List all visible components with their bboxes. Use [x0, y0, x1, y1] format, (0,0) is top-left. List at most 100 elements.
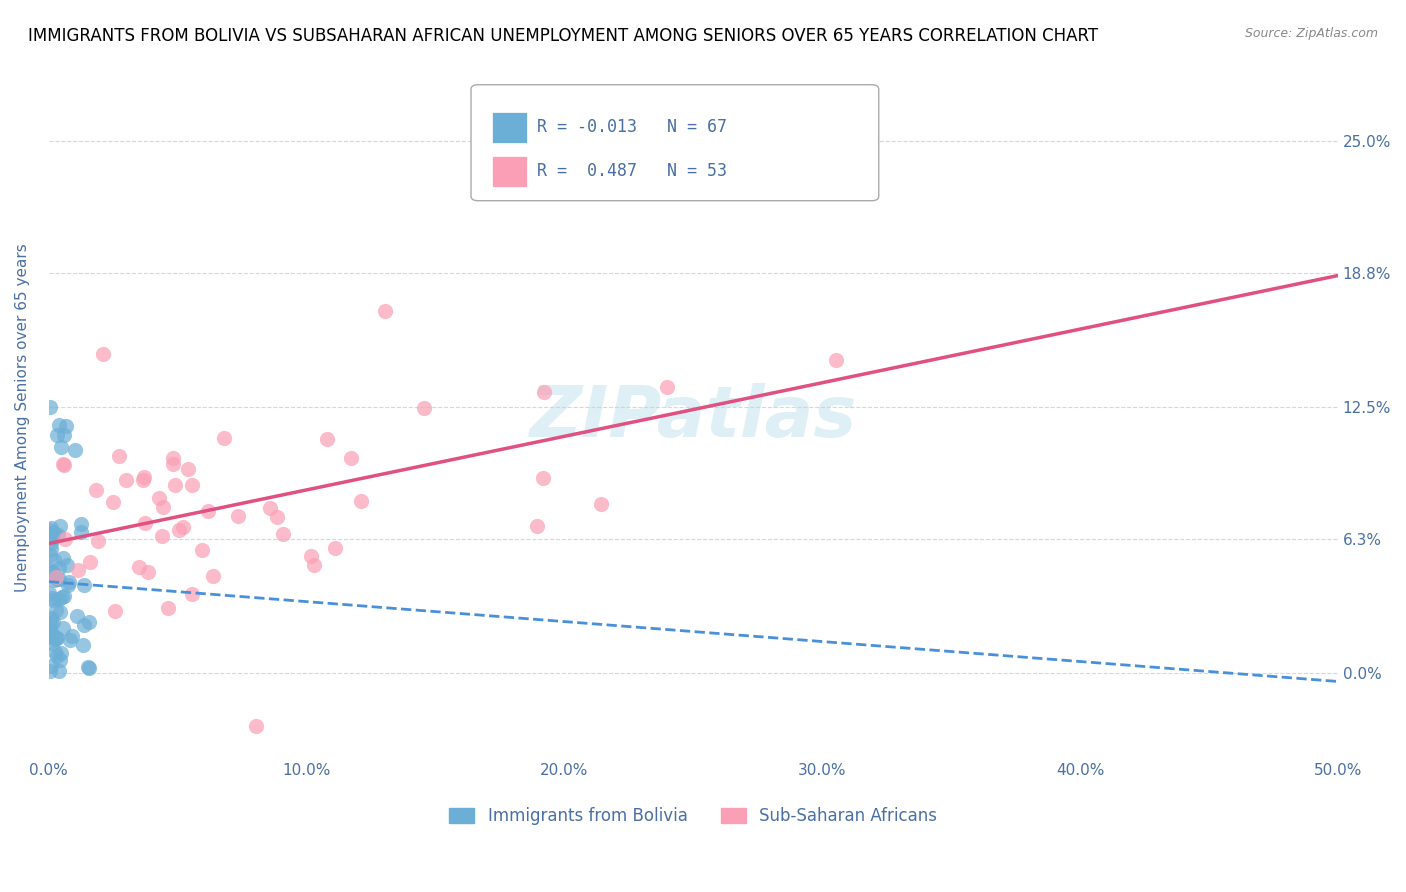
Point [190, 543, 212, 558]
Point [150, 529, 173, 543]
Point [271, 526, 294, 541]
Point [44, 525, 66, 540]
Point [39, 664, 62, 678]
Point [38, 563, 60, 577]
Point [162, 450, 184, 465]
Point [201, 569, 224, 583]
Point [39, 658, 62, 673]
Point [148, 491, 170, 505]
Point [374, 304, 396, 318]
Point [42, 566, 65, 580]
Point [39, 630, 62, 644]
Point [53, 458, 76, 472]
Point [48, 418, 70, 433]
Point [177, 461, 200, 475]
Point [180, 587, 202, 601]
Point [39, 535, 62, 549]
Point [38, 586, 60, 600]
Point [79, 661, 101, 675]
Point [156, 600, 179, 615]
Point [259, 500, 281, 515]
Point [48, 605, 70, 619]
Point [824, 353, 846, 368]
Point [152, 500, 174, 514]
Point [181, 478, 204, 492]
Point [53, 589, 76, 603]
Point [53, 532, 76, 546]
Point [59, 633, 82, 648]
Point [45, 631, 67, 645]
Point [38, 618, 60, 632]
Point [197, 504, 219, 518]
Point [55, 558, 77, 572]
Point [48, 572, 70, 586]
Text: R = -0.013   N = 67: R = -0.013 N = 67 [537, 118, 727, 136]
Point [134, 470, 156, 484]
Point [42, 566, 65, 580]
Point [45, 569, 67, 583]
Point [533, 385, 555, 400]
Point [136, 565, 159, 579]
Text: R =  0.487   N = 53: R = 0.487 N = 53 [537, 162, 727, 180]
Point [52, 428, 75, 442]
Point [316, 433, 339, 447]
Text: ZIPatlas: ZIPatlas [530, 384, 856, 452]
Point [413, 401, 436, 416]
Point [39, 612, 62, 626]
Point [41, 611, 63, 625]
Y-axis label: Unemployment Among Seniors over 65 years: Unemployment Among Seniors over 65 years [15, 244, 30, 592]
Point [104, 604, 127, 618]
Point [87, 533, 110, 548]
Point [39, 521, 62, 535]
Point [42, 553, 65, 567]
Point [46, 649, 69, 664]
Legend: Immigrants from Bolivia, Sub-Saharan Africans: Immigrants from Bolivia, Sub-Saharan Afr… [443, 800, 943, 831]
Point [41, 591, 63, 606]
Point [60, 629, 83, 643]
Point [79, 555, 101, 569]
Point [72, 639, 94, 653]
Point [131, 474, 153, 488]
Point [172, 520, 194, 534]
Point [48, 665, 70, 679]
Point [41, 636, 63, 650]
Point [339, 451, 361, 466]
Point [44, 645, 66, 659]
Point [41, 526, 63, 541]
Point [76, 660, 98, 674]
Point [266, 509, 288, 524]
Point [167, 523, 190, 537]
Point [91, 347, 114, 361]
Point [39, 548, 62, 562]
Point [134, 516, 156, 531]
Point [46, 631, 69, 645]
Point [84, 483, 107, 497]
Point [226, 508, 249, 523]
Point [42, 531, 65, 545]
Point [67, 563, 90, 577]
Point [51, 590, 73, 604]
Point [45, 428, 67, 442]
Point [39, 541, 62, 556]
Point [162, 457, 184, 471]
Point [56, 578, 79, 592]
Point [73, 618, 96, 632]
Point [48, 519, 70, 533]
Point [299, 549, 322, 563]
Point [245, 719, 267, 733]
Point [44, 632, 66, 647]
Point [165, 477, 187, 491]
Point [531, 471, 554, 485]
Point [42, 615, 65, 630]
Point [45, 603, 67, 617]
Point [48, 653, 70, 667]
Point [38, 624, 60, 638]
Point [70, 516, 93, 531]
Point [77, 615, 100, 629]
Point [52, 621, 75, 635]
Point [48, 561, 70, 575]
Point [46, 528, 69, 542]
Point [38, 523, 60, 537]
Point [46, 572, 69, 586]
Point [51, 646, 73, 660]
